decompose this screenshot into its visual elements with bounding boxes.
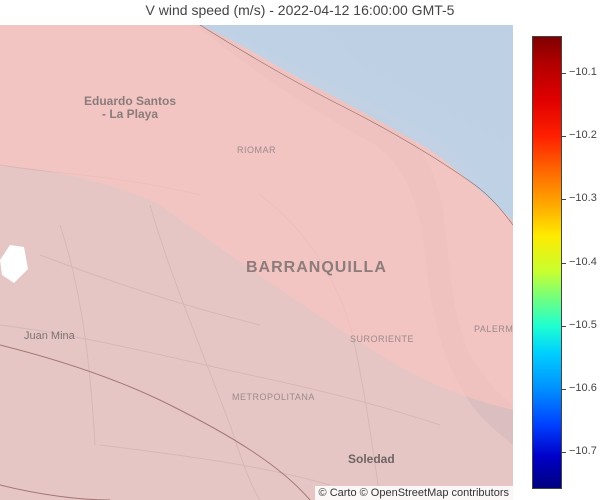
colorbar — [532, 36, 562, 489]
no-data-polygon — [0, 245, 28, 283]
colorbar-tick-label: −10.4 — [569, 256, 597, 268]
colorbar-tick-label: −10.2 — [569, 129, 597, 141]
chart-title: V wind speed (m/s) - 2022-04-12 16:00:00… — [145, 2, 455, 18]
colorbar-tick-label: −10.7 — [569, 445, 597, 457]
colorbar-tick-label: −10.6 — [569, 382, 597, 394]
map-layer — [0, 25, 513, 500]
colorbar-tick-label: −10.5 — [569, 319, 597, 331]
colorbar-tick-label: −10.3 — [569, 192, 597, 204]
colorbar-tick-label: −10.1 — [569, 66, 597, 78]
wind-cell-blue[interactable] — [200, 25, 513, 220]
cell-edge — [199, 25, 513, 226]
boundary-line — [0, 344, 311, 500]
map-attribution[interactable]: © Carto © OpenStreetMap contributors — [314, 486, 513, 500]
map-panel[interactable]: Eduardo Santos - La Playa RIOMAR BARRANQ… — [0, 25, 513, 500]
